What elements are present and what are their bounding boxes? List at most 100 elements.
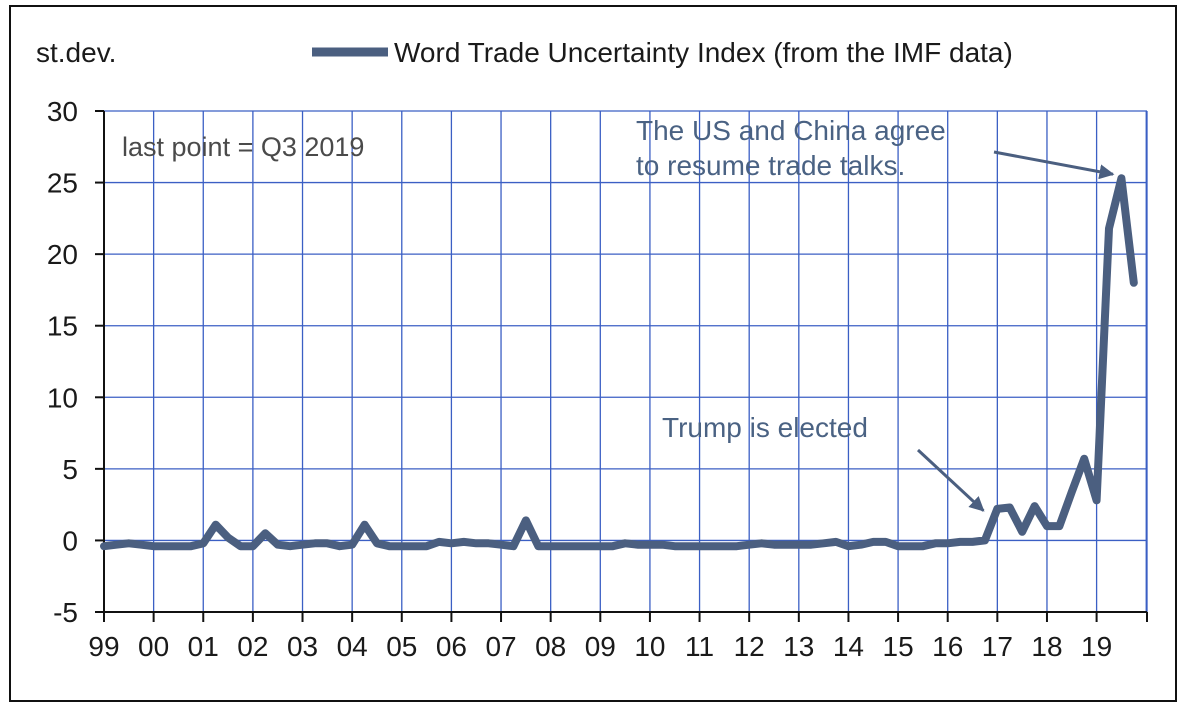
x-tick-label: 18 (1031, 631, 1062, 662)
y-unit-label: st.dev. (36, 37, 116, 68)
series-point (958, 540, 962, 544)
series-point (896, 544, 900, 548)
series-point (511, 544, 515, 548)
x-tick-label: 19 (1081, 631, 1112, 662)
series-point (847, 544, 851, 548)
series-point (325, 541, 329, 545)
x-tick-label: 12 (734, 631, 765, 662)
series-point (859, 543, 863, 547)
y-tick-label: 20 (47, 239, 78, 270)
series-point (176, 544, 180, 548)
series-point (437, 540, 441, 544)
series-point (611, 544, 615, 548)
series-point (685, 544, 689, 548)
series-point (586, 544, 590, 548)
series-point (660, 543, 664, 547)
series-point (363, 523, 367, 527)
y-tick-label: -5 (53, 597, 78, 628)
series-line-trade-uncertainty (100, 174, 1138, 551)
series-point (1057, 524, 1061, 528)
x-tick-label: 08 (535, 631, 566, 662)
chart-frame (9, 5, 1177, 702)
x-tick-label: 03 (287, 631, 318, 662)
series-point (412, 544, 416, 548)
y-tick-label: 25 (47, 168, 78, 199)
x-tick-label: 00 (138, 631, 169, 662)
series-point (301, 543, 305, 547)
legend: Word Trade Uncertainty Index (from the I… (312, 37, 1013, 68)
series-point (102, 544, 106, 548)
annotation-us-china-line-1: The US and China agree (636, 115, 946, 146)
x-tick-label: 17 (982, 631, 1013, 662)
annotation-last-point: last point = Q3 2019 (122, 132, 364, 162)
series-point (561, 544, 565, 548)
series-point (313, 541, 317, 545)
y-axis-ticks (95, 110, 104, 613)
series-point (735, 544, 739, 548)
series-point (747, 543, 751, 547)
series-point (524, 518, 528, 522)
series-point (574, 544, 578, 548)
series-point (214, 523, 218, 527)
y-tick-label: 30 (47, 96, 78, 127)
series-point (995, 507, 999, 511)
series-point (698, 544, 702, 548)
x-tick-label: 10 (634, 631, 665, 662)
vertical-gridlines (103, 111, 1148, 612)
x-tick-label: 07 (485, 631, 516, 662)
series-point (673, 544, 677, 548)
x-tick-label: 06 (436, 631, 467, 662)
series-point (164, 544, 168, 548)
series-point (387, 544, 391, 548)
annotations: last point = Q3 2019 The US and China ag… (122, 115, 1115, 512)
y-tick-label: 5 (62, 454, 78, 485)
y-tick-label: 10 (47, 382, 78, 413)
series-point (288, 544, 292, 548)
series-point (921, 544, 925, 548)
series-point (1033, 504, 1037, 508)
x-tick-label: 02 (237, 631, 268, 662)
x-tick-label: 16 (932, 631, 963, 662)
series-point (909, 544, 913, 548)
series-point (983, 538, 987, 542)
series-point (884, 540, 888, 544)
series-point (784, 543, 788, 547)
series-point (1020, 530, 1024, 534)
annotation-trump-elected: Trump is elected (662, 412, 868, 443)
series-point (1095, 498, 1099, 502)
x-axis-tick-labels: 99 00 01 02 03 04 05 06 07 08 09 10 11 12 13 14 15 16 17 18… (88, 631, 1112, 662)
y-tick-label: 15 (47, 311, 78, 342)
series-point (1132, 281, 1136, 285)
series-point (809, 543, 813, 547)
series-point (114, 543, 118, 547)
series-point (474, 541, 478, 545)
series-point (933, 541, 937, 545)
series-point (797, 543, 801, 547)
x-tick-label: 11 (685, 631, 714, 662)
x-tick-label: 01 (188, 631, 219, 662)
series-point (400, 544, 404, 548)
x-tick-label: 04 (337, 631, 368, 662)
series-point (449, 541, 453, 545)
series-point (1107, 226, 1111, 230)
y-tick-label: 0 (62, 525, 78, 556)
series-point (822, 541, 826, 545)
series-point (152, 544, 156, 548)
series-point (139, 543, 143, 547)
legend-entry: Word Trade Uncertainty Index (from the I… (394, 37, 1013, 68)
series-point (350, 543, 354, 547)
series-point (834, 540, 838, 544)
plot-area: 30 25 20 15 10 5 0 -5 99 00 01 02 03 04 05 06 07 08 09 10 1… (47, 96, 1148, 662)
series-point (946, 541, 950, 545)
series-point (201, 541, 205, 545)
series-point (722, 544, 726, 548)
series-point (251, 544, 255, 548)
series-point (1008, 506, 1012, 510)
series-point (276, 543, 280, 547)
series-point (338, 544, 342, 548)
series-point (971, 540, 975, 544)
series-point (772, 543, 776, 547)
series-point (536, 544, 540, 548)
